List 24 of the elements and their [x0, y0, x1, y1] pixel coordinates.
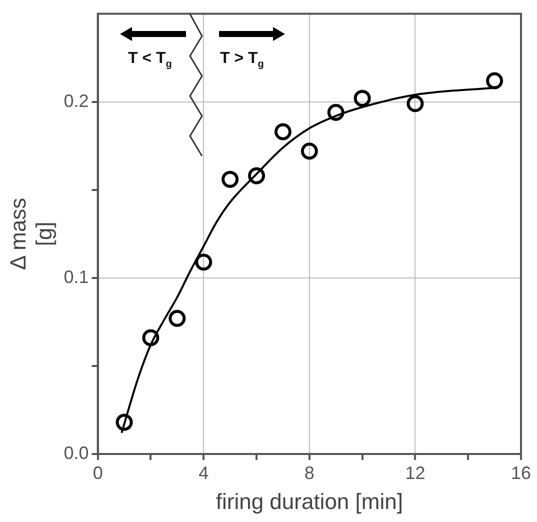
x-axis-title: firing duration [min]	[216, 488, 403, 514]
x-tick-label: 16	[510, 462, 532, 483]
point	[486, 72, 504, 90]
point	[300, 142, 318, 160]
point	[406, 95, 424, 112]
x-tick-label: 0	[92, 462, 103, 483]
point	[248, 167, 266, 184]
point	[195, 254, 212, 271]
y-tick-label: 0.2	[64, 90, 89, 111]
point	[222, 170, 239, 188]
point	[354, 90, 371, 107]
annotation: T > T$_{g}$	[220, 50, 264, 70]
point	[142, 329, 160, 346]
y-tick-label: 0.0	[64, 442, 89, 463]
x-tick-label: 8	[304, 462, 314, 483]
annotation: T < T$_{g}$	[128, 50, 172, 70]
y-axis-title: Δ mass [g]	[5, 198, 57, 270]
point	[327, 104, 344, 121]
x-tick-label: 4	[198, 462, 209, 483]
point	[168, 310, 186, 327]
point	[116, 414, 133, 431]
point	[274, 123, 292, 140]
x-tick-label: 12	[405, 462, 426, 483]
y-tick-label: 0.1	[64, 266, 89, 287]
